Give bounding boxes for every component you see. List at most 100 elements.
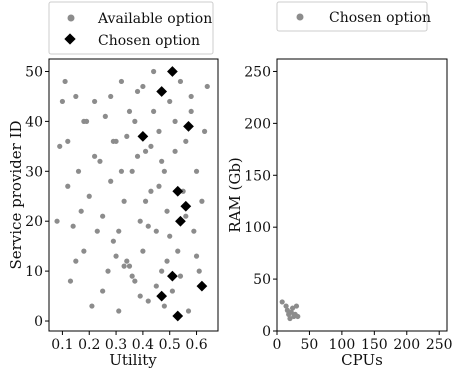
utility-point [201, 128, 208, 134]
utility-point [81, 248, 87, 254]
resources-x-tick-label: 150 [361, 337, 388, 353]
utility-point [159, 158, 165, 164]
utility-point [59, 98, 66, 105]
utility-point [92, 153, 98, 159]
utility-y-tick-label: 40 [25, 114, 43, 130]
utility-point [140, 83, 146, 90]
utility-point [172, 148, 178, 154]
utility-point [193, 253, 200, 259]
utility-point [167, 233, 173, 239]
utility-x-tick-label: 0.5 [159, 337, 181, 353]
utility-point [164, 258, 170, 264]
utility-point [124, 133, 130, 139]
utility-point [132, 278, 138, 284]
resources-point [279, 299, 285, 305]
legend-chosen-marker [64, 33, 76, 45]
utility-point [137, 218, 143, 224]
utility-x-tick-label: 0.2 [78, 337, 100, 353]
utility-point [185, 308, 192, 314]
utility-point [169, 288, 175, 294]
utility-panel: 0.1 0.2 0.3 0.4 0.5 0.6 0 10 20 30 40 50 Utility Se… [7, 58, 219, 369]
legend-left-frame [48, 1, 214, 55]
utility-chosen-point [172, 185, 184, 197]
utility-point [121, 198, 127, 204]
utility-point [67, 278, 74, 284]
resources-point [283, 303, 289, 309]
utility-point [78, 208, 84, 214]
resources-x-label: CPUs [341, 351, 383, 369]
resources-panel: 0 50 100 150 200 250 0 50 100 150 200 250 CPUs RAM … [226, 58, 453, 369]
utility-point [199, 198, 205, 204]
utility-point [161, 168, 167, 174]
resources-y-tick-label: 150 [244, 168, 271, 184]
utility-point [70, 223, 76, 229]
utility-point [89, 303, 95, 309]
utility-y-tick-label: 20 [25, 214, 43, 230]
legend-left: Available option Chosen option [48, 1, 214, 55]
utility-x-tick-label: 0.3 [105, 337, 127, 353]
utility-point [100, 213, 106, 219]
utility-point [134, 153, 141, 159]
utility-point [105, 268, 111, 274]
utility-point [129, 168, 135, 174]
utility-chosen-point [196, 280, 208, 292]
utility-y-tick-label: 50 [25, 64, 43, 80]
utility-point [134, 88, 141, 95]
utility-points [54, 66, 210, 322]
utility-point [116, 308, 122, 314]
utility-point [191, 228, 197, 234]
utility-point [126, 263, 133, 269]
utility-point [124, 258, 130, 264]
resources-y-tick-label: 100 [244, 220, 271, 236]
utility-point [153, 228, 159, 234]
utility-point [156, 183, 162, 189]
utility-point [177, 78, 184, 85]
utility-y-tick-label: 30 [25, 164, 43, 180]
utility-x-tick-label: 0.1 [51, 337, 73, 353]
legend-right-chosen-label: Chosen option [329, 10, 431, 26]
utility-point [54, 218, 60, 224]
legend-right: Chosen option [276, 1, 431, 32]
utility-chosen-point [156, 290, 168, 302]
resources-point [295, 313, 301, 320]
utility-point [151, 108, 157, 115]
utility-point [73, 258, 79, 264]
resources-point [289, 305, 296, 311]
legend-right-frame [276, 1, 428, 32]
utility-point [75, 168, 82, 174]
utility-chosen-point [180, 200, 192, 212]
utility-chosen-point [167, 270, 178, 282]
utility-point [118, 168, 125, 174]
utility-point [110, 238, 116, 244]
utility-point [94, 228, 100, 234]
resources-y-tick-label: 50 [253, 272, 271, 288]
utility-y-tick-label: 0 [34, 314, 43, 330]
utility-y-tick-label: 10 [25, 264, 43, 280]
utility-point [148, 143, 154, 149]
utility-point [175, 248, 181, 254]
utility-point [153, 283, 159, 289]
utility-chosen-point [167, 66, 178, 77]
utility-y-label: Service provider ID [7, 120, 25, 269]
utility-x-tick-label: 0.4 [132, 337, 154, 353]
utility-chosen-point [172, 310, 184, 322]
utility-point [118, 78, 125, 85]
utility-point [188, 108, 194, 115]
resources-x-tick-label: 50 [301, 337, 319, 353]
resources-x-tick-label: 250 [426, 337, 453, 353]
resources-point [284, 307, 290, 313]
legend-available-label: Available option [97, 11, 212, 27]
utility-point [172, 118, 178, 124]
utility-point [121, 263, 127, 269]
legend-chosen-label: Chosen option [98, 33, 200, 49]
utility-plot-frame [48, 58, 219, 332]
resources-point [288, 309, 294, 315]
utility-point [193, 168, 200, 174]
resources-y-tick-label: 200 [244, 116, 271, 132]
resources-y-tick-label: 250 [244, 64, 271, 80]
utility-point [97, 158, 103, 164]
resources-point [287, 315, 293, 322]
utility-point [188, 93, 194, 100]
utility-chosen-point [137, 130, 149, 142]
